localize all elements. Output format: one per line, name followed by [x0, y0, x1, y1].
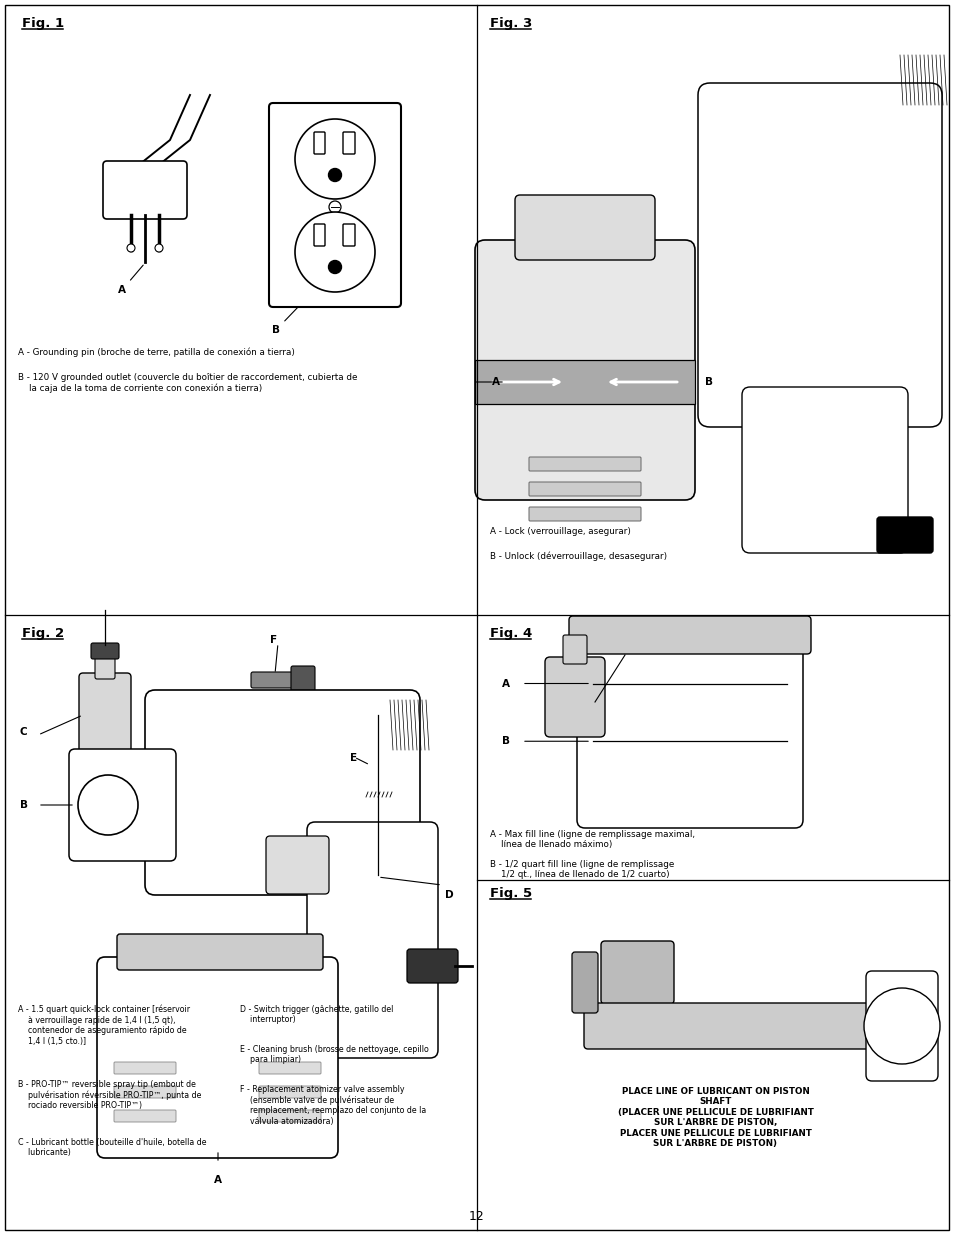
Circle shape — [329, 201, 340, 212]
Text: A: A — [213, 1174, 222, 1186]
Circle shape — [294, 212, 375, 291]
Text: Fig. 5: Fig. 5 — [490, 887, 532, 900]
FancyBboxPatch shape — [529, 508, 640, 521]
FancyBboxPatch shape — [577, 637, 802, 827]
Text: B: B — [501, 736, 510, 746]
Text: D: D — [444, 890, 453, 900]
Text: B: B — [20, 800, 28, 810]
Text: Fig. 3: Fig. 3 — [490, 17, 532, 30]
FancyBboxPatch shape — [529, 457, 640, 471]
FancyBboxPatch shape — [291, 666, 314, 694]
Text: Fig. 4: Fig. 4 — [490, 627, 532, 640]
FancyBboxPatch shape — [69, 748, 175, 861]
FancyBboxPatch shape — [103, 161, 187, 219]
FancyBboxPatch shape — [91, 643, 119, 659]
FancyBboxPatch shape — [741, 387, 907, 553]
Circle shape — [294, 119, 375, 199]
FancyBboxPatch shape — [407, 948, 457, 983]
FancyBboxPatch shape — [307, 823, 437, 1058]
Text: A - Lock (verrouillage, asegurar): A - Lock (verrouillage, asegurar) — [490, 527, 630, 536]
Text: Fig. 1: Fig. 1 — [22, 17, 64, 30]
FancyBboxPatch shape — [583, 1003, 886, 1049]
FancyBboxPatch shape — [568, 616, 810, 655]
FancyBboxPatch shape — [865, 971, 937, 1081]
Text: PLACE LINE OF LUBRICANT ON PISTON
SHAFT
(PLACER UNE PELLICULE DE LUBRIFIANT
SUR : PLACE LINE OF LUBRICANT ON PISTON SHAFT … — [617, 1087, 813, 1149]
FancyBboxPatch shape — [600, 941, 673, 1004]
Text: A: A — [118, 266, 143, 295]
FancyBboxPatch shape — [97, 957, 337, 1158]
FancyBboxPatch shape — [117, 934, 323, 969]
Text: F: F — [270, 635, 276, 645]
FancyBboxPatch shape — [475, 359, 695, 404]
Text: B: B — [704, 377, 712, 387]
FancyBboxPatch shape — [343, 224, 355, 246]
FancyBboxPatch shape — [529, 482, 640, 496]
Text: B: B — [272, 308, 297, 335]
FancyBboxPatch shape — [544, 657, 604, 737]
FancyBboxPatch shape — [145, 690, 419, 895]
FancyBboxPatch shape — [562, 635, 586, 664]
FancyBboxPatch shape — [572, 952, 598, 1013]
FancyBboxPatch shape — [113, 1110, 175, 1123]
FancyBboxPatch shape — [251, 672, 310, 688]
Circle shape — [328, 261, 341, 273]
Circle shape — [154, 245, 163, 252]
Circle shape — [863, 988, 939, 1065]
FancyBboxPatch shape — [314, 132, 325, 154]
FancyBboxPatch shape — [113, 1062, 175, 1074]
Circle shape — [328, 168, 341, 182]
Text: B - Unlock (déverrouillage, desasegurar): B - Unlock (déverrouillage, desasegurar) — [490, 551, 666, 561]
Text: B - 120 V grounded outlet (couvercle du boîtier de raccordement, cubierta de
   : B - 120 V grounded outlet (couvercle du … — [18, 373, 357, 393]
FancyBboxPatch shape — [95, 653, 115, 679]
FancyBboxPatch shape — [113, 1086, 175, 1098]
FancyBboxPatch shape — [343, 132, 355, 154]
FancyBboxPatch shape — [258, 1062, 320, 1074]
FancyBboxPatch shape — [266, 836, 329, 894]
Circle shape — [373, 710, 382, 720]
Text: A - Max fill line (ligne de remplissage maximal,
    línea de llenado máximo): A - Max fill line (ligne de remplissage … — [490, 830, 695, 850]
Text: F - Replacement atomizer valve assembly
    (ensemble valve de pulvérisateur de
: F - Replacement atomizer valve assembly … — [240, 1086, 426, 1126]
Text: A: A — [492, 377, 499, 387]
Text: C - Lubricant bottle (bouteille d'huile, botella de
    lubricante): C - Lubricant bottle (bouteille d'huile,… — [18, 1137, 206, 1157]
Text: B - PRO-TIP™ reversible spray tip (embout de
    pulvérisation réversible PRO-TI: B - PRO-TIP™ reversible spray tip (embou… — [18, 1079, 201, 1110]
FancyBboxPatch shape — [258, 1110, 320, 1123]
Text: E: E — [350, 753, 356, 763]
Text: A: A — [501, 678, 510, 688]
FancyBboxPatch shape — [269, 103, 400, 308]
Circle shape — [78, 776, 138, 835]
Text: A - Grounding pin (broche de terre, patilla de conexión a tierra): A - Grounding pin (broche de terre, pati… — [18, 347, 294, 357]
FancyBboxPatch shape — [360, 737, 395, 798]
Text: Fig. 2: Fig. 2 — [22, 627, 64, 640]
FancyBboxPatch shape — [698, 83, 941, 427]
Text: D - Switch trigger (gâchette, gatillo del
    interruptor): D - Switch trigger (gâchette, gatillo de… — [240, 1005, 393, 1024]
Text: 12: 12 — [469, 1210, 484, 1223]
Text: E - Cleaning brush (brosse de nettoyage, cepillo
    para limpiar): E - Cleaning brush (brosse de nettoyage,… — [240, 1045, 428, 1065]
Text: A - 1.5 quart quick-lock container [réservoir
    à verrouillage rapide de 1,4 l: A - 1.5 quart quick-lock container [rése… — [18, 1005, 190, 1046]
Text: B - 1/2 quart fill line (ligne de remplissage
    1/2 qt., línea de llenado de 1: B - 1/2 quart fill line (ligne de rempli… — [490, 860, 674, 879]
Text: C: C — [20, 727, 28, 737]
FancyBboxPatch shape — [876, 517, 932, 553]
FancyBboxPatch shape — [258, 1086, 320, 1098]
Circle shape — [127, 245, 135, 252]
FancyBboxPatch shape — [314, 224, 325, 246]
FancyBboxPatch shape — [79, 673, 131, 757]
FancyBboxPatch shape — [475, 240, 695, 500]
FancyBboxPatch shape — [515, 195, 655, 261]
